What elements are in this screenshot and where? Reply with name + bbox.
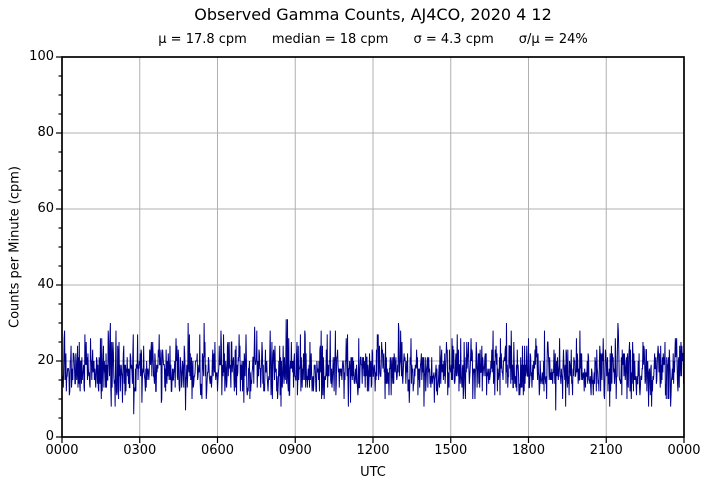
data-series bbox=[62, 319, 684, 415]
x-tick-label: 0600 bbox=[200, 443, 235, 458]
stat-median: median = 18 cpm bbox=[271, 32, 389, 47]
axis-tick-marks bbox=[56, 56, 685, 443]
x-axis-label: UTC bbox=[360, 465, 386, 480]
stat-mean: μ = 17.8 cpm bbox=[158, 32, 247, 47]
stat-sigma: σ = 4.3 cpm bbox=[413, 32, 494, 47]
chart-stats-line: μ = 17.8 cpm median = 18 cpm σ = 4.3 cpm… bbox=[62, 32, 684, 48]
y-tick-label: 60 bbox=[37, 201, 54, 216]
x-tick-label: 1800 bbox=[511, 443, 546, 458]
stat-sigma-over-mean: σ/μ = 24% bbox=[518, 32, 588, 47]
x-tick-label: 0000 bbox=[667, 443, 701, 458]
x-tick-label: 0900 bbox=[278, 443, 312, 458]
x-tick-label: 0000 bbox=[45, 443, 79, 458]
y-tick-label: 20 bbox=[37, 353, 54, 368]
chart-title: Observed Gamma Counts, AJ4CO, 2020 4 12 bbox=[194, 5, 552, 24]
y-tick-label: 0 bbox=[45, 429, 54, 444]
x-tick-label: 2100 bbox=[589, 443, 623, 458]
axes-spines bbox=[61, 56, 685, 438]
x-tick-label: 1500 bbox=[434, 443, 468, 458]
y-tick-label: 80 bbox=[37, 125, 54, 140]
x-tick-label: 0300 bbox=[123, 443, 157, 458]
x-tick-label: 1200 bbox=[356, 443, 390, 458]
y-tick-label: 40 bbox=[37, 277, 54, 292]
gamma-counts-line bbox=[62, 319, 684, 415]
y-tick-label: 100 bbox=[29, 49, 54, 64]
